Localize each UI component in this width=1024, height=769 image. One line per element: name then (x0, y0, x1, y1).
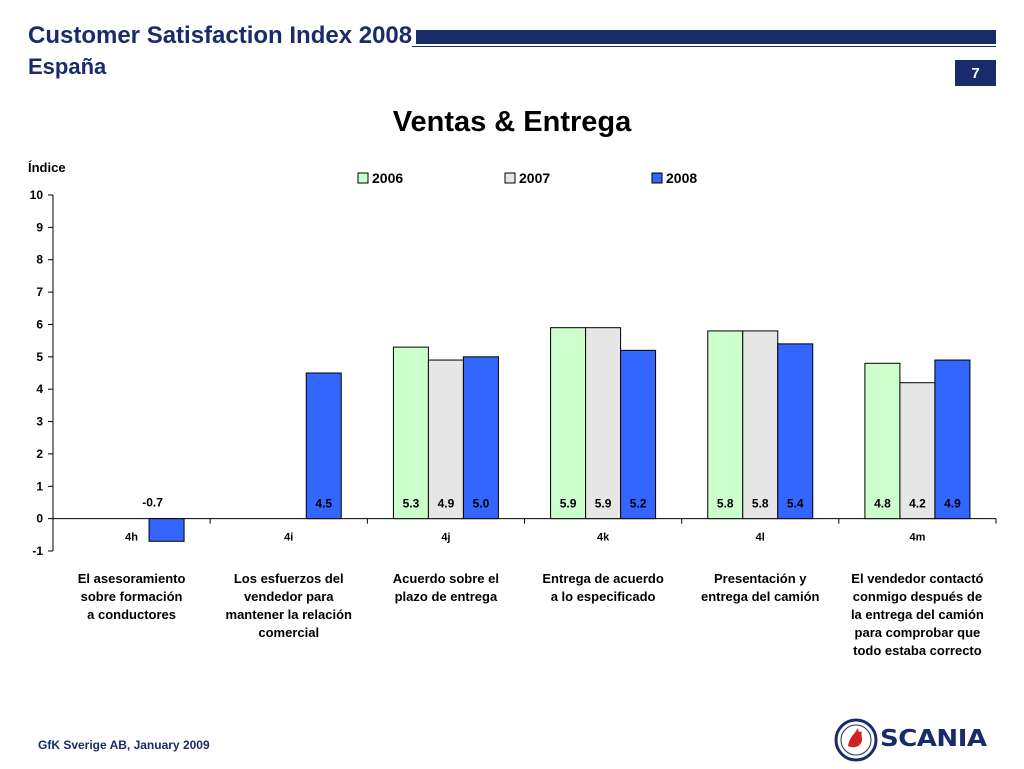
y-tick-label: 5 (36, 350, 43, 364)
scania-logo: SCANIA (834, 716, 1004, 764)
griffin-emblem-icon (834, 718, 878, 762)
y-tick-label: 2 (36, 447, 43, 461)
bar-2007-4j (427, 359, 464, 520)
y-tick-label: 10 (30, 188, 44, 202)
footer-note: GfK Sverige AB, January 2009 (38, 738, 210, 752)
legend-label-2006: 2006 (372, 170, 403, 186)
data-label-2008-4k: 5.2 (630, 497, 647, 511)
bar-2006-4l (707, 330, 744, 520)
legend-swatch-2007 (504, 172, 516, 184)
bar-2006-4k (550, 327, 587, 520)
data-label-2006-4l: 5.8 (717, 497, 734, 511)
x-tick-label: 4m (909, 532, 925, 544)
data-label-2008-4l: 5.4 (787, 497, 804, 511)
bar-2008-4k (620, 349, 657, 520)
legend-label-2007: 2007 (519, 170, 550, 186)
x-tick-label: 4h (125, 532, 138, 544)
data-label-2007-4k: 5.9 (595, 497, 612, 511)
x-tick-label: 4i (284, 532, 293, 544)
data-label-2007-4m: 4.2 (909, 497, 926, 511)
data-label-2008-4i: 4.5 (315, 497, 332, 511)
category-description: El vendedor contactó conmigo después de … (850, 571, 984, 658)
bar-2006-4m (864, 362, 901, 520)
header-rule (412, 46, 996, 47)
y-tick-label: -1 (32, 544, 43, 558)
category-description: Acuerdo sobre el plazo de entrega (392, 571, 499, 604)
report-subtitle: España (28, 54, 107, 79)
y-tick-label: 7 (36, 285, 43, 299)
category-description: Presentación y entrega del camión (701, 571, 820, 604)
bar-2008-4i (305, 372, 342, 520)
bar-2008-4h (148, 518, 185, 542)
logo-wordmark: SCANIA (880, 725, 987, 753)
legend-swatch-2006 (357, 172, 369, 184)
data-label-2008-4j: 5.0 (473, 497, 490, 511)
x-tick-label: 4l (756, 532, 765, 544)
bar-2008-4m (934, 359, 971, 520)
y-axis-label: Índice (28, 160, 66, 175)
y-tick-label: 8 (36, 253, 43, 267)
y-tick-label: 0 (36, 512, 43, 526)
x-tick-label: 4k (597, 532, 610, 544)
legend-swatch-2008 (651, 172, 663, 184)
y-tick-label: 6 (36, 317, 43, 331)
y-tick-label: 3 (36, 415, 43, 429)
bar-2007-4m (899, 382, 936, 520)
data-label-2008-4h: -0.7 (142, 496, 163, 510)
legend-label-2008: 2008 (666, 170, 697, 186)
bar-2008-4j (462, 356, 499, 520)
category-description: El asesoramiento sobre formación a condu… (77, 571, 186, 622)
data-label-2006-4k: 5.9 (560, 497, 577, 511)
bar-2007-4k (585, 327, 622, 520)
report-title: Customer Satisfaction Index 2008 (28, 22, 413, 49)
data-label-2008-4m: 4.9 (944, 497, 961, 511)
category-description: Entrega de acuerdo a lo especificado (542, 571, 664, 604)
bar-2007-4l (742, 330, 779, 520)
bar-2008-4l (777, 343, 814, 520)
category-description: Los esfuerzos del vendedor para mantener… (225, 571, 352, 640)
bar-2006-4j (392, 346, 429, 520)
x-tick-label: 4j (441, 532, 450, 544)
y-tick-label: 9 (36, 220, 43, 234)
data-label-2007-4l: 5.8 (752, 497, 769, 511)
y-tick-label: 1 (36, 479, 43, 493)
data-label-2007-4j: 4.9 (438, 497, 455, 511)
y-tick-label: 4 (36, 382, 43, 396)
data-label-2006-4m: 4.8 (874, 497, 891, 511)
data-label-2006-4j: 5.3 (403, 497, 420, 511)
page-number: 7 (955, 60, 996, 86)
header-bar (412, 30, 996, 44)
chart-title: Ventas & Entrega (392, 106, 632, 138)
